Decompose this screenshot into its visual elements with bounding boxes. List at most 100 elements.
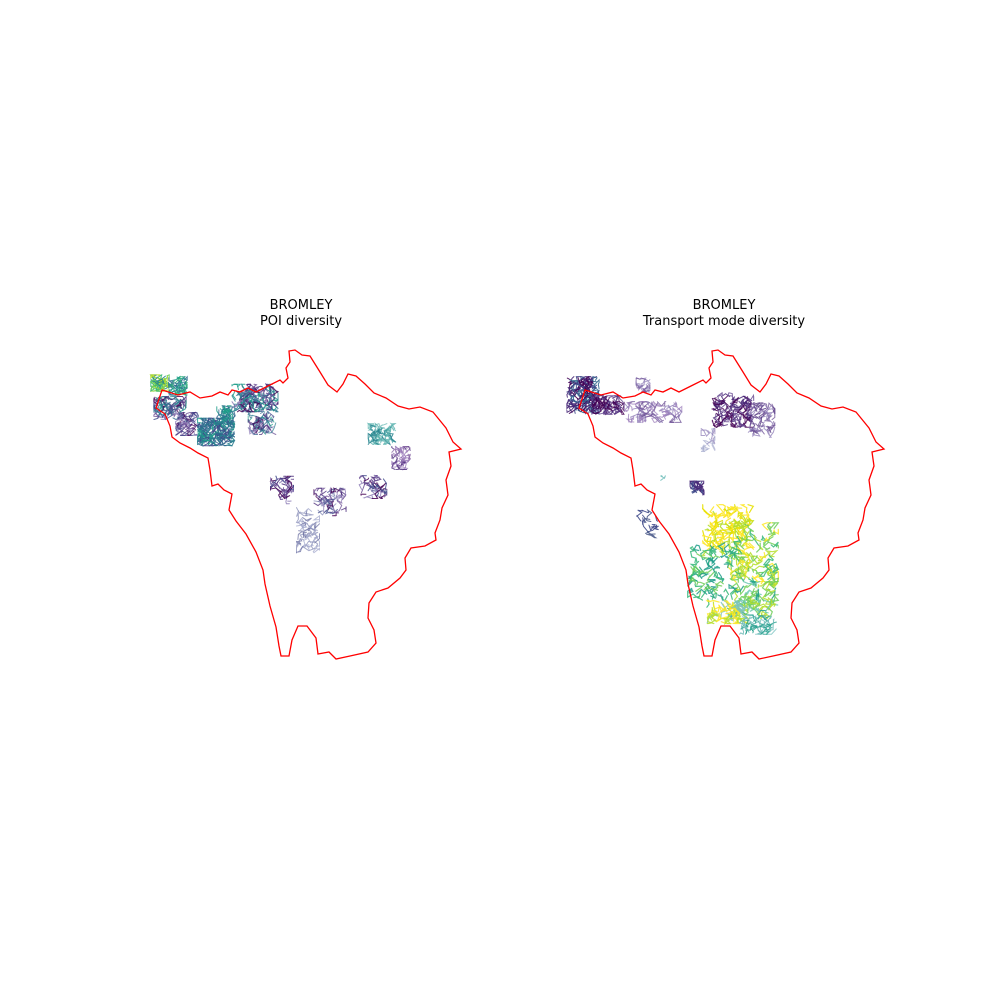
street-segment — [248, 427, 258, 436]
panel-2-street-network — [566, 375, 780, 635]
street-segment — [638, 401, 646, 411]
street-segment — [699, 572, 710, 579]
street-segment — [626, 401, 639, 412]
street-segment — [398, 460, 409, 465]
street-segment — [263, 382, 271, 393]
street-segment — [740, 515, 746, 522]
street-segment — [302, 531, 307, 538]
street-segment — [228, 421, 236, 425]
street-segment — [763, 615, 770, 621]
street-segment — [717, 605, 726, 613]
street-segment — [313, 523, 320, 530]
street-segment — [260, 390, 265, 400]
street-segment — [247, 411, 253, 417]
street-segment — [255, 416, 265, 421]
street-segment — [176, 413, 184, 421]
street-segment — [377, 429, 384, 435]
street-segment — [571, 380, 575, 390]
street-segment — [718, 504, 726, 513]
street-segment — [279, 496, 284, 500]
street-segment — [301, 523, 313, 532]
street-segment — [169, 396, 179, 400]
street-segment — [758, 410, 763, 415]
street-segment — [744, 524, 755, 533]
street-segment — [730, 566, 739, 581]
street-segment — [643, 379, 651, 383]
street-segment — [566, 399, 579, 408]
street-segment — [623, 403, 631, 412]
street-segment — [607, 395, 617, 399]
street-segment — [767, 615, 772, 627]
street-segment — [693, 544, 702, 552]
street-segment — [646, 533, 658, 539]
street-segment — [687, 576, 697, 584]
street-segment — [592, 375, 598, 383]
street-segment — [758, 552, 767, 561]
street-segment — [747, 403, 754, 409]
street-segment — [566, 402, 577, 414]
street-segment — [316, 487, 327, 496]
street-segment — [749, 416, 756, 426]
street-segment — [747, 426, 764, 433]
street-segment — [217, 437, 223, 444]
street-segment — [176, 380, 184, 391]
street-segment — [373, 438, 381, 445]
street-segment — [699, 549, 711, 561]
street-segment — [707, 579, 716, 584]
panel-1-borough-boundary — [155, 349, 463, 660]
panel-1-title-block: BROMLEY POI diversity — [141, 298, 461, 330]
street-segment — [744, 517, 753, 528]
street-segment — [370, 424, 376, 433]
street-segment — [197, 426, 207, 434]
street-segment — [734, 419, 741, 428]
street-segment — [741, 616, 753, 620]
panel-2-title: BROMLEY — [692, 298, 756, 313]
street-segment — [591, 394, 596, 405]
street-segment — [227, 424, 235, 438]
street-segment — [700, 444, 708, 450]
street-segment — [716, 391, 723, 398]
street-segment — [358, 475, 366, 481]
street-segment — [689, 563, 701, 574]
street-segment — [296, 507, 308, 517]
street-segment — [711, 592, 717, 600]
street-segment — [723, 588, 730, 596]
street-segment — [766, 426, 776, 438]
street-segment — [608, 399, 616, 406]
street-segment — [183, 416, 192, 426]
street-segment — [590, 387, 600, 399]
street-segment — [717, 542, 726, 552]
panel-2-map — [566, 349, 886, 660]
street-segment — [268, 411, 275, 419]
street-segment — [572, 388, 583, 401]
street-segment — [253, 417, 262, 427]
street-segment — [766, 424, 776, 432]
street-segment — [759, 618, 767, 624]
street-segment — [368, 429, 376, 437]
street-segment — [312, 545, 320, 554]
street-segment — [258, 389, 262, 396]
street-segment — [264, 426, 270, 434]
street-segment — [764, 549, 779, 558]
street-segment — [569, 393, 578, 403]
street-segment — [591, 408, 597, 415]
street-segment — [247, 390, 255, 394]
street-segment — [408, 454, 411, 460]
street-segment — [697, 568, 713, 576]
street-segment — [271, 394, 279, 403]
street-segment — [703, 584, 718, 591]
street-segment — [272, 390, 279, 402]
street-segment — [296, 537, 305, 548]
street-segment — [715, 413, 719, 425]
street-segment — [174, 377, 182, 384]
street-segment — [747, 599, 762, 611]
street-segment — [591, 384, 598, 390]
street-segment — [718, 523, 731, 528]
street-segment — [729, 577, 739, 583]
street-segment — [766, 568, 773, 577]
street-segment — [332, 511, 338, 517]
street-segment — [152, 379, 166, 391]
street-segment — [750, 555, 758, 563]
street-segment — [299, 523, 305, 528]
